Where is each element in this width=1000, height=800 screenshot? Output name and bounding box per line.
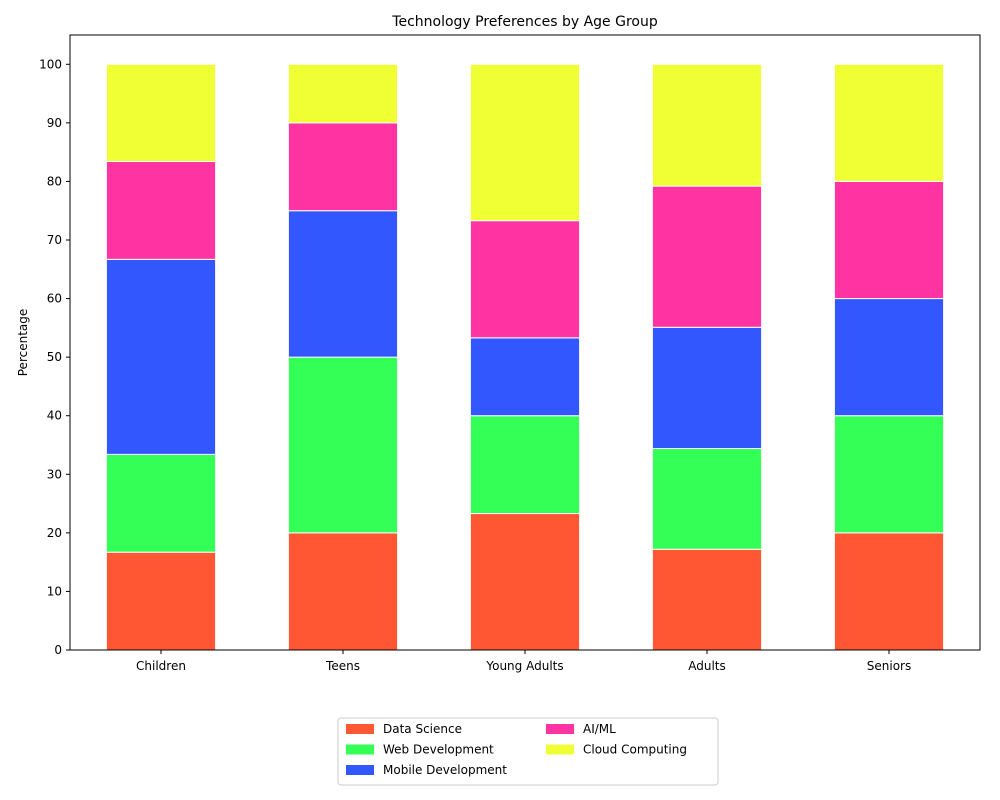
bar-data-science-young-adults [469, 513, 581, 651]
x-tick-label: Children [136, 659, 186, 673]
bar-web-development-teens [287, 356, 399, 534]
bar-cloud-computing-adults [651, 63, 763, 187]
bar-cloud-computing-seniors [833, 63, 945, 182]
x-tick-label: Teens [325, 659, 360, 673]
legend-label: AI/ML [583, 722, 616, 736]
y-tick-label: 10 [47, 584, 62, 598]
legend: Data Science Web Development Mobile Develo… [337, 717, 719, 786]
bar-ai-ml-children [105, 161, 217, 260]
bar-web-development-adults [651, 448, 763, 550]
x-tick-label: Adults [688, 659, 726, 673]
bar-mobile-development-seniors [833, 298, 945, 417]
legend-box [337, 717, 719, 786]
bars-group [105, 63, 945, 651]
bar-mobile-development-young-adults [469, 337, 581, 417]
y-tick-label: 0 [54, 643, 62, 657]
bar-data-science-adults [651, 548, 763, 651]
y-tick-label: 90 [47, 116, 62, 130]
y-axis-label: Percentage [16, 309, 30, 377]
bar-web-development-children [105, 453, 217, 553]
x-axis-ticks: Children Teens Young Adults Adults Seniors [136, 650, 911, 673]
bar-mobile-development-adults [651, 326, 763, 450]
bar-ai-ml-teens [287, 122, 399, 212]
y-tick-label: 60 [47, 292, 62, 306]
y-tick-label: 30 [47, 467, 62, 481]
bar-cloud-computing-children [105, 63, 217, 163]
chart-title: Technology Preferences by Age Group [391, 14, 658, 30]
bar-web-development-seniors [833, 415, 945, 534]
legend-swatch [346, 724, 374, 734]
bar-cloud-computing-young-adults [469, 63, 581, 222]
plot-frame [69, 34, 981, 651]
bar-ai-ml-adults [651, 185, 763, 328]
y-axis-ticks: 0 10 20 30 40 50 60 70 80 90 100 [39, 57, 70, 657]
legend-swatch [346, 765, 374, 775]
y-tick-label: 50 [47, 350, 62, 364]
legend-swatch [346, 744, 374, 755]
legend-swatch [546, 724, 574, 734]
y-tick-label: 40 [47, 409, 62, 423]
bar-ai-ml-seniors [833, 180, 945, 300]
bar-cloud-computing-teens [287, 63, 399, 124]
bar-data-science-seniors [833, 532, 945, 651]
legend-label: Mobile Development [383, 763, 507, 777]
legend-label: Cloud Computing [583, 743, 687, 757]
y-tick-label: 20 [47, 526, 62, 540]
y-tick-label: 80 [47, 174, 62, 188]
bar-mobile-development-teens [287, 210, 399, 358]
x-tick-label: Seniors [867, 659, 911, 673]
x-tick-label: Young Adults [485, 659, 563, 673]
bar-data-science-teens [287, 532, 399, 651]
bar-ai-ml-young-adults [469, 220, 581, 339]
bar-web-development-young-adults [469, 415, 581, 515]
legend-label: Web Development [383, 743, 494, 757]
bar-data-science-children [105, 551, 217, 651]
legend-swatch [546, 744, 574, 755]
y-tick-label: 70 [47, 233, 62, 247]
bar-mobile-development-children [105, 258, 217, 455]
y-tick-label: 100 [39, 57, 62, 71]
legend-label: Data Science [383, 722, 462, 736]
